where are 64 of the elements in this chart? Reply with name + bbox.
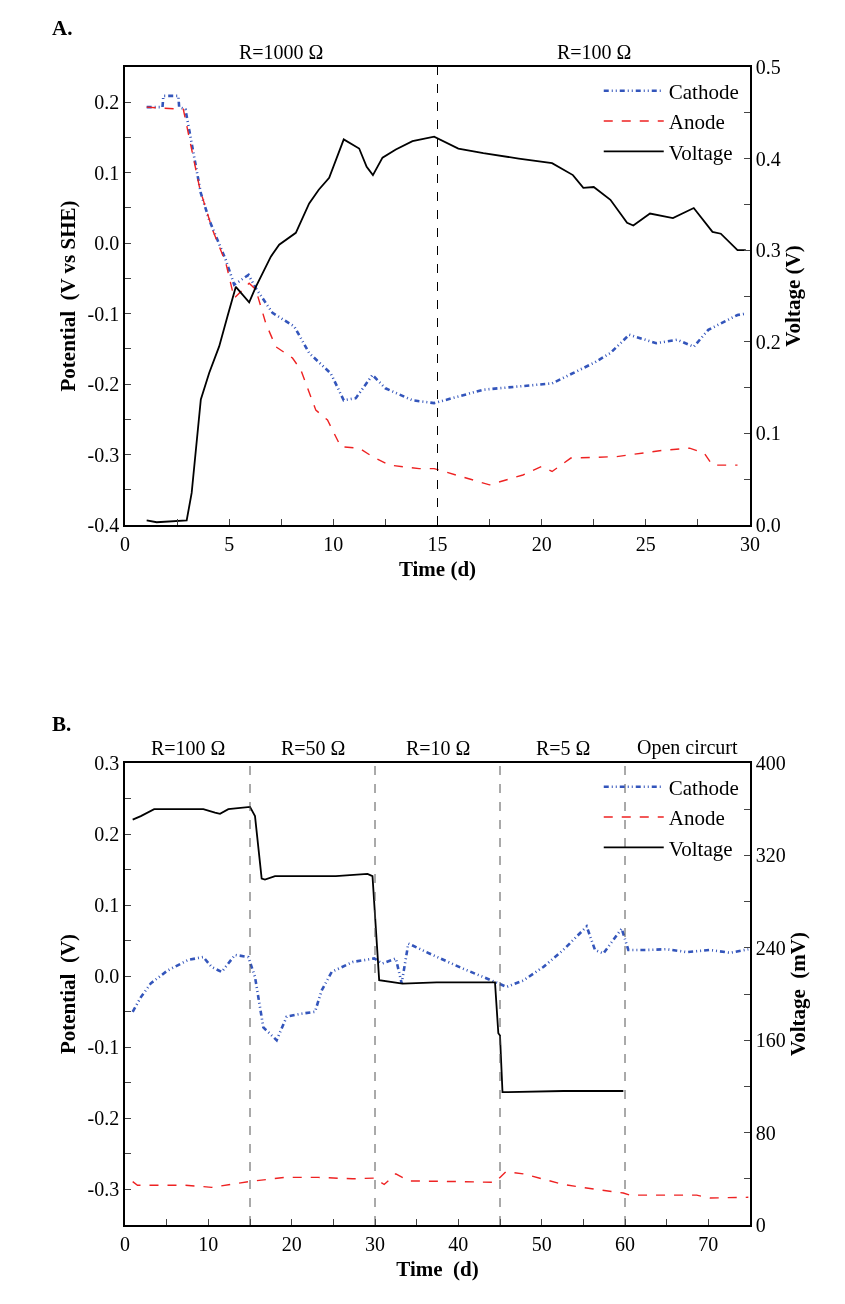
x-tick-label: 5 [224, 532, 235, 555]
line-series [131, 805, 625, 1094]
legend-label: Voltage [668, 140, 733, 165]
text: R=100 Ω [151, 737, 226, 759]
text: R=1000 Ω [239, 41, 324, 63]
x-tick-label: 50 [531, 1232, 552, 1255]
y-axis-title: Potential (V) [56, 933, 81, 1055]
text: R=100 Ω [557, 41, 632, 63]
x-tick-label: 70 [698, 1232, 719, 1255]
y-tick-label: 0.0 [94, 965, 120, 988]
y2-tick-label: 0.5 [755, 56, 781, 78]
y2-tick-label: 160 [755, 1029, 786, 1052]
y-tick-label: 0.2 [94, 823, 120, 846]
legend-label: Anode [668, 806, 725, 831]
y2-tick-label: 0.1 [755, 422, 781, 445]
y2-tick-label: 320 [755, 844, 786, 867]
x-tick-label: 40 [448, 1232, 469, 1255]
y-axis-title: Potential (V vs SHE) [56, 200, 81, 392]
line-series [145, 106, 739, 486]
y2-axis-title: Voltage (mV) [786, 931, 811, 1057]
y-tick-label: -0.3 [87, 443, 120, 466]
x-tick-label: 20 [281, 1232, 302, 1255]
y-tick-label: -0.2 [87, 1107, 120, 1130]
y-tick-label: -0.1 [87, 302, 120, 325]
x-tick-label: 10 [198, 1232, 219, 1255]
legend-label: Voltage [668, 836, 733, 861]
text: R=5 Ω [536, 737, 591, 759]
line-series [131, 925, 750, 1042]
y2-tick-label: 0.2 [755, 330, 781, 353]
y2-axis-title: Voltage (V) [781, 245, 806, 347]
y2-tick-label: 0.3 [755, 239, 781, 262]
y2-tick-label: 240 [755, 936, 786, 959]
y2-tick-label: 0 [755, 1214, 766, 1236]
chart-title: A. [52, 16, 73, 40]
x-tick-label: 20 [531, 532, 552, 555]
y-tick-label: 0.3 [94, 752, 120, 774]
y-tick-label: 0.1 [94, 161, 120, 184]
text: R=10 Ω [406, 737, 471, 759]
text: Open circurt [637, 736, 738, 759]
x-tick-label: 60 [615, 1232, 635, 1255]
legend-label: Cathode [668, 79, 739, 104]
legend-label: Anode [668, 110, 725, 135]
y-tick-label: 0.1 [94, 894, 120, 917]
line-series [131, 1170, 750, 1199]
x-tick-label: 15 [427, 532, 448, 555]
y-tick-label: 0.2 [94, 91, 120, 114]
y-tick-label: -0.1 [87, 1036, 120, 1059]
x-axis-title: Time (d) [396, 1257, 479, 1282]
x-tick-label: 25 [635, 532, 656, 555]
y-tick-label: -0.2 [87, 373, 120, 396]
x-tick-label: 30 [365, 1232, 385, 1255]
y-tick-label: 0.0 [94, 232, 120, 255]
x-tick-label: 0 [120, 1232, 130, 1255]
y2-tick-label: 80 [755, 1121, 776, 1144]
y-tick-label: -0.3 [87, 1178, 120, 1201]
y-tick-label: -0.4 [87, 514, 120, 536]
x-tick-label: 0 [120, 532, 130, 555]
y2-tick-label: 400 [755, 752, 786, 774]
y2-tick-label: 0.4 [755, 147, 781, 170]
x-axis-title: Time (d) [398, 557, 477, 582]
text: R=50 Ω [281, 737, 346, 759]
chart-title: B. [52, 712, 72, 736]
x-tick-label: 10 [323, 532, 344, 555]
legend-label: Cathode [668, 775, 739, 800]
